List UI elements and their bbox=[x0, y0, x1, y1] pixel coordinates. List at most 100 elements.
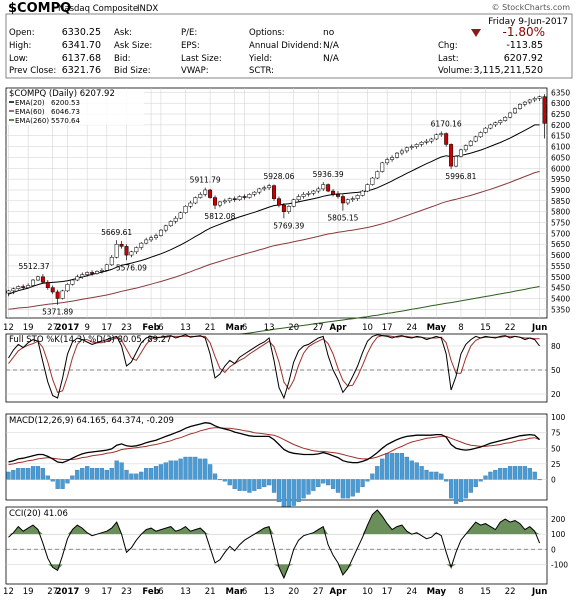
copyright-text: © StockCharts.com bbox=[492, 3, 571, 12]
field-label: P/E: bbox=[181, 28, 197, 38]
macd-histogram-bar bbox=[527, 468, 532, 480]
cci-panel-title: CCI(20) 41.06 bbox=[9, 509, 68, 519]
sto-panel-title: Full STO %K(14,3) %D(3) 80.05, 89.27 bbox=[9, 335, 172, 345]
macd-histogram-bar bbox=[193, 456, 198, 480]
candle-body bbox=[158, 229, 163, 236]
symbol-title: $COMPQ bbox=[8, 1, 71, 16]
date-label: Friday 9-Jun-2017 bbox=[488, 17, 568, 27]
macd-histogram-bar bbox=[89, 468, 95, 480]
macd-histogram-bar bbox=[340, 479, 346, 499]
macd-histogram-bar bbox=[473, 479, 478, 488]
macd-histogram-bar bbox=[281, 479, 286, 510]
x-tick-label: 23 bbox=[121, 587, 132, 597]
macd-histogram-bar bbox=[212, 473, 218, 480]
header-fields: Open: 6330.25 High: 6341.70 Low: 6137.68 Prev … bbox=[9, 27, 543, 76]
macd-histogram-bar bbox=[522, 466, 527, 480]
down-arrow-icon bbox=[471, 29, 481, 37]
y-tick-label: 0 bbox=[551, 545, 556, 554]
macd-histogram-bar bbox=[104, 469, 109, 480]
macd-histogram-bar bbox=[153, 466, 159, 480]
candle-body bbox=[439, 133, 444, 135]
candle-body bbox=[493, 122, 498, 126]
macd-histogram-bar bbox=[380, 458, 385, 480]
candle-body bbox=[40, 276, 45, 283]
y-tick-label: 100 bbox=[551, 530, 566, 539]
macd-histogram-bar bbox=[50, 479, 55, 482]
candle-body bbox=[129, 251, 134, 256]
macd-histogram-bar bbox=[114, 460, 119, 480]
candle-body bbox=[444, 133, 449, 145]
candle-body bbox=[217, 201, 222, 206]
candle-body bbox=[395, 152, 399, 158]
macd-histogram-bar bbox=[429, 471, 434, 480]
y-tick-label: -100 bbox=[551, 560, 568, 569]
candle-body bbox=[124, 246, 129, 256]
candle-body bbox=[203, 189, 208, 195]
y-tick-label: 80 bbox=[551, 342, 561, 351]
candle-body bbox=[222, 200, 227, 203]
y-tick-label: 5900 bbox=[551, 186, 570, 195]
field-label: VWAP: bbox=[181, 66, 209, 76]
candle-body bbox=[537, 96, 542, 99]
macd-histogram-bar bbox=[16, 468, 21, 480]
candle-body bbox=[139, 242, 144, 248]
macd-histogram-bar bbox=[296, 479, 301, 503]
candle-body bbox=[237, 196, 242, 200]
candle-body bbox=[345, 199, 350, 204]
x-tick-label: 17 bbox=[101, 323, 112, 333]
header-box bbox=[5, 13, 573, 79]
x-tick-label: Apr bbox=[330, 587, 348, 597]
macd-histogram-bar bbox=[6, 471, 11, 480]
candle-body bbox=[296, 196, 301, 200]
macd-histogram-bar bbox=[326, 479, 331, 486]
candle-body bbox=[326, 184, 331, 192]
y-tick-label: 6050 bbox=[551, 153, 570, 162]
x-tick-label: May bbox=[427, 323, 447, 333]
macd-histogram-bar bbox=[321, 479, 326, 484]
candle-body bbox=[488, 124, 493, 129]
field-label: Ask Size: bbox=[114, 41, 152, 51]
y-tick-label: 6000 bbox=[551, 164, 570, 173]
field-label: Bid Size: bbox=[114, 66, 151, 76]
macd-histogram-bar bbox=[468, 479, 473, 493]
candle-body bbox=[399, 150, 404, 154]
macd-histogram-bar bbox=[227, 479, 232, 486]
x-tick-label: 17 bbox=[382, 587, 393, 597]
field-label: High: bbox=[9, 41, 31, 51]
macd-histogram-bar bbox=[493, 469, 498, 480]
candle-body bbox=[340, 196, 345, 204]
candle-body bbox=[331, 190, 336, 195]
macd-histogram-bar bbox=[503, 468, 508, 480]
candle-body bbox=[252, 191, 257, 195]
macd-histogram-bar bbox=[301, 479, 306, 499]
y-tick-label: 25 bbox=[551, 460, 561, 469]
candle-body bbox=[517, 104, 522, 109]
macd-histogram-bar bbox=[139, 471, 144, 480]
y-tick-label: 5950 bbox=[551, 175, 570, 184]
field-label: Last: bbox=[438, 54, 459, 64]
candle-body bbox=[321, 184, 326, 190]
candle-body bbox=[424, 140, 429, 143]
legend-value: 6200.53 bbox=[51, 99, 80, 107]
candle-body bbox=[380, 162, 385, 172]
candle-body bbox=[503, 117, 508, 121]
x-tick-label: Jun bbox=[531, 323, 547, 333]
candle-body bbox=[31, 279, 36, 286]
macd-histogram-bar bbox=[517, 466, 523, 480]
macd-histogram-bar bbox=[286, 479, 291, 510]
field-value: 6207.92 bbox=[504, 53, 543, 64]
y-tick-label: 5750 bbox=[551, 219, 570, 228]
x-tick-label: 24 bbox=[406, 323, 417, 333]
candle-body bbox=[247, 194, 252, 198]
legend-name: EMA(260) bbox=[15, 117, 49, 125]
macd-histogram-bar bbox=[237, 479, 242, 491]
macd-histogram-bar bbox=[404, 456, 409, 480]
x-tick-label: Mar bbox=[226, 323, 245, 333]
macd-histogram-bar bbox=[217, 479, 223, 481]
macd-histogram-bar bbox=[168, 460, 173, 480]
y-tick-label: 6350 bbox=[551, 88, 570, 97]
y-tick-label: 5700 bbox=[551, 229, 570, 238]
x-tick-label: 21 bbox=[205, 587, 216, 597]
x-tick-label: Jun bbox=[531, 587, 547, 597]
candle-body bbox=[409, 146, 414, 148]
